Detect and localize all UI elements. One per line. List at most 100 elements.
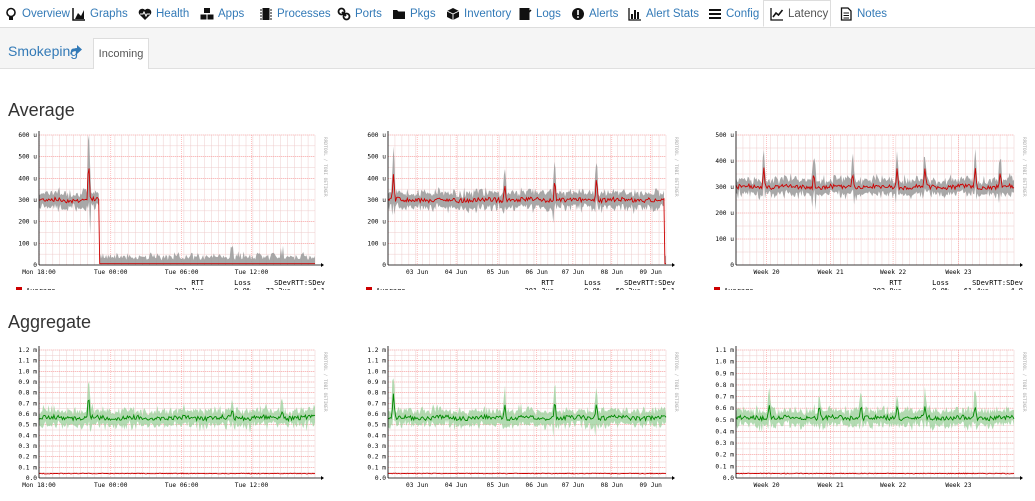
average-graph-2[interactable]: 0 100 u 200 u 300 u 400 u 500 u 600 u 03 Jun 04 … (358, 130, 680, 290)
y-tick-label: 200 u (18, 219, 37, 226)
legend-header: RTT (541, 279, 554, 287)
x-tick-label: 04 Jun (445, 482, 468, 487)
y-tick-label: 1.0 m (18, 368, 37, 375)
x-tick-label: Tue 00:00 (94, 269, 128, 276)
smoke-band (388, 378, 666, 438)
y-tick-label: 0.2 m (715, 452, 734, 459)
link-icon (337, 7, 351, 20)
legend-value: 301.1us (174, 287, 204, 290)
list-icon (709, 8, 721, 19)
line-chart-icon (770, 7, 784, 21)
x-tick-label: 04 Jun (445, 269, 468, 276)
tab-notes[interactable]: Notes (839, 0, 887, 27)
legend-value: 4.1 (312, 287, 325, 290)
tab-incoming[interactable]: Incoming (93, 38, 149, 69)
legend-label: Average (26, 287, 56, 290)
tab-overview[interactable]: Overview (4, 0, 70, 27)
legend-value: 4.9 (1010, 287, 1023, 290)
cube-icon (446, 7, 460, 20)
average-graph-3[interactable]: 0 100 u 200 u 300 u 400 u 500 u Week 20 Week 21… (706, 130, 1028, 290)
tab-inventory[interactable]: Inventory (446, 0, 511, 27)
y-tick-label: 0.9 m (18, 379, 37, 386)
cubes-icon (200, 7, 214, 19)
legend-header: RTT (889, 279, 902, 287)
tab-label: Graphs (90, 7, 128, 20)
y-tick-label: 0 (382, 262, 386, 269)
x-tick-label: Week 23 (945, 482, 971, 487)
y-tick-label: 1.2 m (18, 347, 37, 354)
tab-apps[interactable]: Apps (200, 0, 244, 27)
y-tick-label: 500 u (18, 154, 37, 161)
smokeping-link[interactable]: Smokeping (8, 43, 79, 59)
series-line (38, 399, 316, 423)
legend-swatch (16, 287, 22, 290)
y-tick-label: 1.1 m (367, 358, 386, 365)
legend-value: 61.4us (964, 287, 989, 290)
tab-config[interactable]: Config (708, 0, 759, 27)
y-tick-label: 0 (33, 262, 37, 269)
y-tick-label: 400 u (367, 175, 386, 182)
y-tick-label: 400 u (715, 158, 734, 165)
y-tick-label: 0.4 m (18, 432, 37, 439)
log-icon (519, 7, 532, 20)
tab-label: Config (726, 7, 760, 20)
y-tick-label: 0.0 (723, 475, 734, 482)
tab-label: Apps (218, 7, 245, 20)
tab-alert-stats[interactable]: Alert Stats (628, 0, 699, 27)
y-tick-label: 0.4 m (715, 428, 734, 435)
latency-chart: 0.0 0.1 m 0.2 m 0.3 m 0.4 m 0.5 m 0.6 m 0.7 m 0.… (715, 346, 1027, 487)
section-title-aggregate: Aggregate (8, 312, 92, 332)
tab-label: Alerts (589, 7, 619, 20)
tab-pkgs[interactable]: Pkgs (392, 0, 436, 27)
y-tick-label: 600 u (367, 132, 386, 139)
legend-header: RTT (191, 279, 204, 287)
share-arrow-icon[interactable] (69, 44, 83, 56)
y-tick-label: 0.2 m (18, 454, 37, 461)
x-tick-label: 06 Jun (526, 269, 549, 276)
y-tick-label: 0.7 m (367, 400, 386, 407)
legend-header: RTT:SDev (291, 279, 325, 287)
average-graph-1[interactable]: 0 100 u 200 u 300 u 400 u 500 u 600 u Mon 18:00… (8, 130, 330, 290)
y-tick-label: 0.5 m (18, 422, 37, 429)
aggregate-graph-2[interactable]: 0.0 0.1 m 0.2 m 0.3 m 0.4 m 0.5 m 0.6 m 0.7 m 0.… (358, 342, 680, 487)
x-tick-label: Week 21 (817, 482, 843, 487)
tab-processes[interactable]: Processes (259, 0, 331, 27)
legend-header: SDev (624, 279, 641, 287)
y-tick-label: 0.6 m (715, 405, 734, 412)
tab-alerts[interactable]: Alerts (571, 0, 618, 27)
legend-header: Loss (584, 279, 601, 287)
y-tick-label: 0.1 m (715, 463, 734, 470)
x-tick-label: 09 Jun (640, 269, 663, 276)
tab-health[interactable]: Health (138, 0, 189, 27)
aggregate-graph-1[interactable]: 0.0 0.1 m 0.2 m 0.3 m 0.4 m 0.5 m 0.6 m 0.7 m 0.… (8, 342, 330, 487)
tab-graphs[interactable]: Graphs (72, 0, 128, 27)
tab-label: Ports (355, 7, 382, 20)
aggregate-graph-3[interactable]: 0.0 0.1 m 0.2 m 0.3 m 0.4 m 0.5 m 0.6 m 0.7 m 0.… (706, 342, 1028, 487)
y-tick-label: 0.0 (375, 475, 386, 482)
y-tick-label: 500 u (715, 132, 734, 139)
x-tick-label: Tue 12:00 (235, 269, 269, 276)
tab-logs[interactable]: Logs (518, 0, 561, 27)
y-tick-label: 100 u (715, 236, 734, 243)
tab-ports[interactable]: Ports (337, 0, 382, 27)
series-line (735, 405, 1015, 423)
area-chart-icon (72, 7, 85, 21)
legend-header: Loss (932, 279, 949, 287)
legend-value: 0.0% (234, 287, 252, 290)
lightbulb-icon (6, 7, 16, 20)
y-tick-label: 0.3 m (18, 443, 37, 450)
exclamation-icon (572, 7, 584, 20)
y-tick-label: 0.5 m (367, 422, 386, 429)
latency-chart: 0.0 0.1 m 0.2 m 0.3 m 0.4 m 0.5 m 0.6 m 0.7 m 0.… (367, 346, 679, 487)
y-tick-label: 400 u (18, 175, 37, 182)
loss-line (38, 472, 316, 475)
x-tick-label: Week 22 (880, 482, 906, 487)
x-tick-label: 08 Jun (601, 482, 624, 487)
legend-label: Average (724, 287, 754, 290)
tab-label: Health (156, 7, 190, 20)
smoke-band (388, 146, 666, 264)
bar-chart-icon (628, 7, 641, 21)
latency-chart: 0.0 0.1 m 0.2 m 0.3 m 0.4 m 0.5 m 0.6 m 0.7 m 0.… (18, 346, 328, 487)
legend-header: Loss (234, 279, 251, 287)
tab-latency[interactable]: Latency (763, 0, 831, 27)
